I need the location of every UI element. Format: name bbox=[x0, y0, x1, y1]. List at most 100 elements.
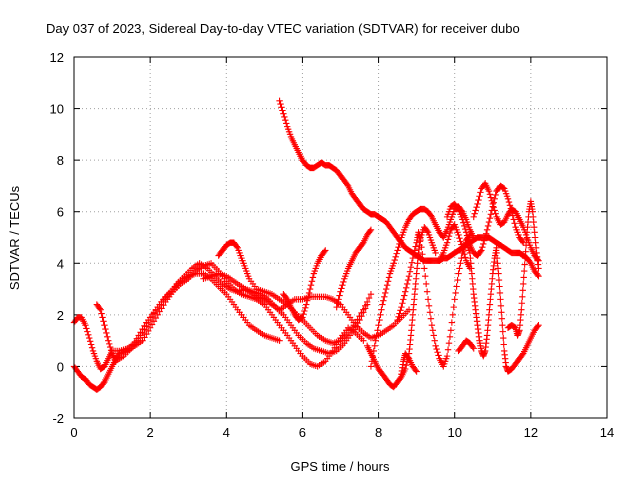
data-point bbox=[359, 240, 366, 248]
data-point bbox=[500, 341, 507, 348]
data-point bbox=[276, 337, 283, 344]
data-point bbox=[534, 271, 541, 279]
y-tick-label: 6 bbox=[57, 205, 64, 220]
data-point bbox=[478, 247, 485, 254]
data-point bbox=[141, 322, 148, 330]
data-point bbox=[343, 181, 351, 188]
data-point bbox=[384, 278, 392, 285]
data-point bbox=[86, 334, 93, 342]
plot-frame bbox=[73, 56, 608, 419]
data-point bbox=[471, 210, 478, 217]
data-point bbox=[283, 294, 290, 302]
data-point bbox=[500, 334, 507, 342]
data-point bbox=[499, 321, 506, 329]
x-tick-label: 10 bbox=[447, 425, 461, 440]
series-track-7 bbox=[280, 247, 329, 324]
data-point bbox=[422, 280, 430, 288]
data-point bbox=[398, 303, 405, 311]
data-point bbox=[380, 297, 387, 304]
data-point bbox=[382, 289, 389, 297]
x-axis-label: GPS time / hours bbox=[291, 459, 390, 474]
data-point bbox=[377, 311, 384, 319]
data-point bbox=[420, 258, 427, 265]
data-point bbox=[452, 289, 459, 297]
series-track-10 bbox=[367, 203, 477, 370]
data-point bbox=[479, 243, 486, 251]
data-point bbox=[461, 254, 469, 261]
data-point bbox=[87, 341, 95, 348]
data-point bbox=[492, 210, 499, 217]
y-tick-label: 0 bbox=[57, 359, 64, 374]
data-point bbox=[360, 337, 367, 344]
data-point bbox=[84, 328, 91, 335]
data-point bbox=[498, 315, 506, 322]
data-point bbox=[399, 300, 406, 307]
data-point bbox=[464, 235, 472, 242]
data-point bbox=[409, 254, 417, 262]
series-track-19 bbox=[436, 221, 474, 272]
data-point bbox=[519, 293, 526, 301]
data-point bbox=[449, 311, 457, 319]
data-point bbox=[520, 280, 527, 288]
data-point bbox=[158, 305, 165, 312]
data-point bbox=[488, 197, 496, 204]
data-point bbox=[475, 196, 482, 204]
data-point bbox=[103, 329, 110, 337]
series-track-9 bbox=[363, 223, 439, 391]
data-point bbox=[394, 247, 401, 254]
data-point bbox=[400, 296, 407, 303]
data-point bbox=[340, 278, 347, 286]
data-point bbox=[402, 361, 410, 369]
data-point bbox=[435, 352, 442, 359]
data-point bbox=[466, 265, 474, 272]
x-tick-label: 8 bbox=[375, 425, 382, 440]
data-point bbox=[453, 283, 460, 290]
data-point bbox=[412, 367, 419, 374]
data-point bbox=[402, 365, 409, 373]
data-point bbox=[356, 312, 363, 320]
data-point bbox=[492, 191, 499, 199]
data-point bbox=[308, 278, 316, 285]
data-point bbox=[407, 263, 415, 271]
data-point bbox=[391, 256, 398, 264]
data-point bbox=[460, 219, 467, 226]
data-point bbox=[281, 113, 288, 121]
data-point bbox=[133, 335, 141, 342]
data-point bbox=[129, 341, 137, 349]
data-point bbox=[454, 204, 461, 212]
data-point bbox=[448, 319, 456, 326]
data-point bbox=[425, 302, 433, 310]
data-point bbox=[457, 238, 464, 245]
data-point bbox=[390, 260, 397, 267]
data-point bbox=[461, 225, 469, 233]
data-point bbox=[304, 293, 312, 301]
data-point bbox=[98, 310, 105, 317]
data-point bbox=[148, 321, 156, 328]
data-point bbox=[82, 321, 89, 329]
data-point bbox=[500, 184, 507, 192]
data-point bbox=[459, 244, 466, 252]
data-point bbox=[506, 202, 514, 209]
data-point bbox=[143, 330, 150, 338]
data-point bbox=[496, 283, 503, 290]
data-point bbox=[358, 309, 365, 317]
data-point bbox=[522, 248, 529, 255]
data-point bbox=[334, 300, 341, 307]
series-track-13 bbox=[443, 182, 527, 259]
data-point bbox=[362, 302, 369, 310]
data-point bbox=[279, 107, 286, 114]
y-tick-label: 8 bbox=[57, 153, 64, 168]
data-point bbox=[481, 234, 489, 241]
data-point bbox=[429, 327, 437, 334]
data-point bbox=[521, 254, 529, 262]
data-point bbox=[526, 258, 534, 266]
data-point bbox=[396, 240, 403, 248]
data-point bbox=[497, 302, 505, 310]
data-point bbox=[461, 222, 468, 230]
data-point bbox=[131, 338, 139, 346]
data-point bbox=[376, 316, 383, 324]
x-tick-label: 2 bbox=[147, 425, 154, 440]
data-point bbox=[446, 229, 454, 237]
data-point bbox=[383, 282, 391, 289]
